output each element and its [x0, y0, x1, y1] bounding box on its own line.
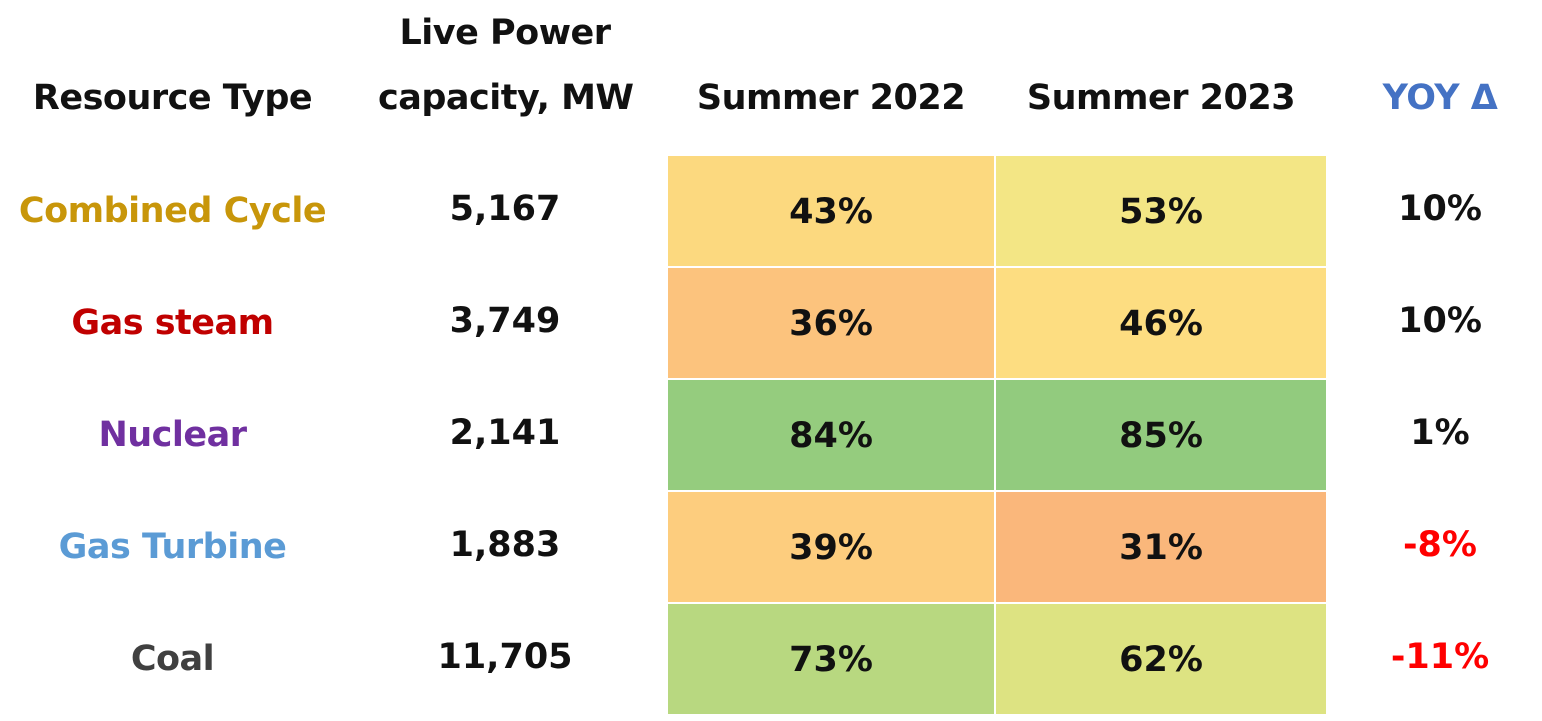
cell-summer-2023: 53%: [996, 156, 1326, 266]
cell-summer-2023: 85%: [996, 380, 1326, 490]
cell-summer-2023: 62%: [996, 604, 1326, 714]
cell-summer-2023: 46%: [996, 268, 1326, 378]
cell-yoy-delta: -11%: [1390, 637, 1490, 677]
cell-summer-2022: 36%: [668, 268, 994, 378]
header-yoy-delta: YOY Δ: [1382, 78, 1498, 118]
row-capacity-value: 5,167: [449, 189, 561, 229]
cell-yoy-delta: -8%: [1403, 525, 1477, 565]
row-resource-label: Nuclear: [98, 415, 247, 455]
cell-summer-2022: 43%: [668, 156, 994, 266]
row-resource-label: Gas steam: [71, 303, 274, 343]
cell-summer-2022: 84%: [668, 380, 994, 490]
cell-summer-2023: 31%: [996, 492, 1326, 602]
cell-yoy-delta: 10%: [1398, 301, 1482, 341]
header-summer-2022: Summer 2022: [696, 78, 966, 118]
row-capacity-value: 1,883: [449, 525, 561, 565]
header-capacity-line2: capacity, MW: [378, 78, 634, 118]
row-capacity-value: 2,141: [449, 413, 561, 453]
header-capacity-line1: Live Power: [399, 13, 611, 53]
cell-yoy-delta: 10%: [1398, 189, 1482, 229]
header-resource-type: Resource Type: [32, 78, 313, 118]
row-capacity-value: 3,749: [449, 301, 561, 341]
cell-yoy-delta: 1%: [1410, 413, 1470, 453]
row-capacity-value: 11,705: [437, 637, 573, 677]
cell-summer-2022: 39%: [668, 492, 994, 602]
row-resource-label: Coal: [130, 639, 215, 679]
cell-summer-2022: 73%: [668, 604, 994, 714]
header-summer-2023: Summer 2023: [1026, 78, 1296, 118]
row-resource-label: Gas Turbine: [58, 527, 287, 567]
row-resource-label: Combined Cycle: [18, 191, 327, 231]
